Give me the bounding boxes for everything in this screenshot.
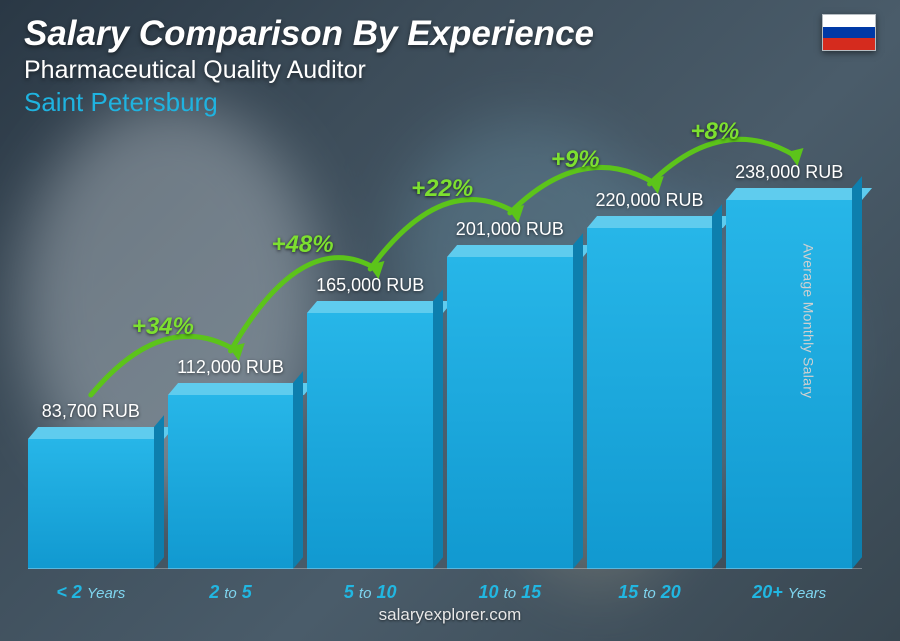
bar-value-label: 220,000 RUB <box>595 190 703 211</box>
increase-percent-label: +48% <box>271 231 333 259</box>
increase-percent-label: +22% <box>411 175 473 203</box>
bar-category-label: 20+ Years <box>726 582 852 603</box>
bar-column: 220,000 RUB15 to 20 <box>587 228 713 569</box>
bar-category-label: 5 to 10 <box>307 582 433 603</box>
chart-location: Saint Petersburg <box>24 87 876 118</box>
chart-baseline <box>28 568 862 569</box>
y-axis-label: Average Monthly Salary <box>801 243 817 398</box>
bar-value-label: 165,000 RUB <box>316 275 424 296</box>
bar: 201,000 RUB <box>447 257 573 569</box>
flag-stripe <box>823 27 875 39</box>
bar: 165,000 RUB <box>307 313 433 569</box>
bar-category-label: 2 to 5 <box>168 582 294 603</box>
increase-percent-label: +9% <box>551 146 600 174</box>
bar-category-label: < 2 Years <box>28 582 154 603</box>
bar-column: 112,000 RUB2 to 5 <box>168 395 294 569</box>
header: Salary Comparison By Experience Pharmace… <box>24 14 876 118</box>
flag-stripe <box>823 38 875 50</box>
bar-column: 201,000 RUB10 to 15 <box>447 257 573 569</box>
flag-stripe <box>823 15 875 27</box>
bar: 83,700 RUB <box>28 439 154 569</box>
bar-column: 165,000 RUB5 to 10 <box>307 313 433 569</box>
bar: 220,000 RUB <box>587 228 713 569</box>
salary-bar-chart: 83,700 RUB< 2 Years112,000 RUB2 to 5165,… <box>28 150 852 569</box>
bar-category-label: 10 to 15 <box>447 582 573 603</box>
bar-category-label: 15 to 20 <box>587 582 713 603</box>
bar: 112,000 RUB <box>168 395 294 569</box>
bar-value-label: 238,000 RUB <box>735 162 843 183</box>
bar-value-label: 83,700 RUB <box>42 401 140 422</box>
increase-percent-label: +34% <box>132 313 194 341</box>
chart-title: Salary Comparison By Experience <box>24 14 876 54</box>
russia-flag-icon <box>822 14 876 51</box>
bar-value-label: 112,000 RUB <box>177 357 284 378</box>
bar: 238,000 RUB <box>726 200 852 569</box>
bar-column: 238,000 RUB20+ Years <box>726 200 852 569</box>
bar-value-label: 201,000 RUB <box>456 219 564 240</box>
chart-subtitle: Pharmaceutical Quality Auditor <box>24 56 876 85</box>
bar-column: 83,700 RUB< 2 Years <box>28 439 154 569</box>
attribution: salaryexplorer.com <box>0 605 900 625</box>
